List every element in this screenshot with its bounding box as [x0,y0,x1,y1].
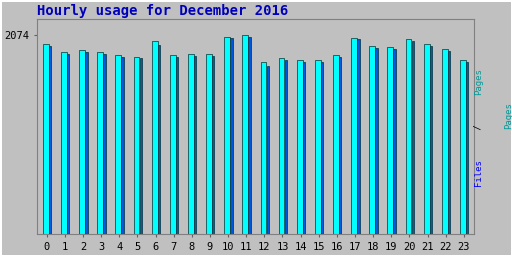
Bar [152,41,158,234]
Bar [357,39,359,234]
Bar [158,45,160,234]
Bar [333,55,339,234]
Bar [134,57,139,234]
Bar [242,35,248,234]
Text: /: / [474,119,483,135]
Bar [97,52,103,234]
Text: Hourly usage for December 2016: Hourly usage for December 2016 [37,4,288,18]
Bar [388,47,393,234]
Bar [43,44,49,234]
Bar [103,54,105,234]
Bar [297,60,303,234]
Bar [224,37,230,234]
Bar [369,46,375,234]
Bar [460,60,466,234]
Bar [466,62,468,234]
Bar [67,54,70,234]
Bar [140,58,142,234]
Text: Pages: Pages [474,68,483,94]
Bar [176,57,178,234]
Bar [188,54,194,234]
Bar [375,48,378,234]
Bar [248,37,251,234]
Bar [424,44,430,234]
Bar [393,49,396,234]
Bar [285,60,287,234]
Bar [315,60,321,234]
Bar [442,49,447,234]
Bar [430,46,432,234]
Bar [261,62,266,234]
Bar [267,66,269,234]
Bar [79,50,85,234]
Bar [61,52,67,234]
Bar [412,41,414,234]
Bar [85,52,88,234]
Bar [170,55,176,234]
Bar [212,56,215,234]
Bar [121,57,124,234]
Bar [303,62,305,234]
Bar [49,46,51,234]
Bar [321,62,323,234]
Bar [230,38,232,234]
Text: Files: Files [474,159,483,186]
Bar [206,54,212,234]
Bar [351,38,357,234]
Bar [279,58,285,234]
Bar [194,56,197,234]
Bar [448,51,450,234]
Bar [406,39,412,234]
Bar [339,57,342,234]
Bar [116,55,121,234]
Text: Pages: Pages [504,102,512,129]
